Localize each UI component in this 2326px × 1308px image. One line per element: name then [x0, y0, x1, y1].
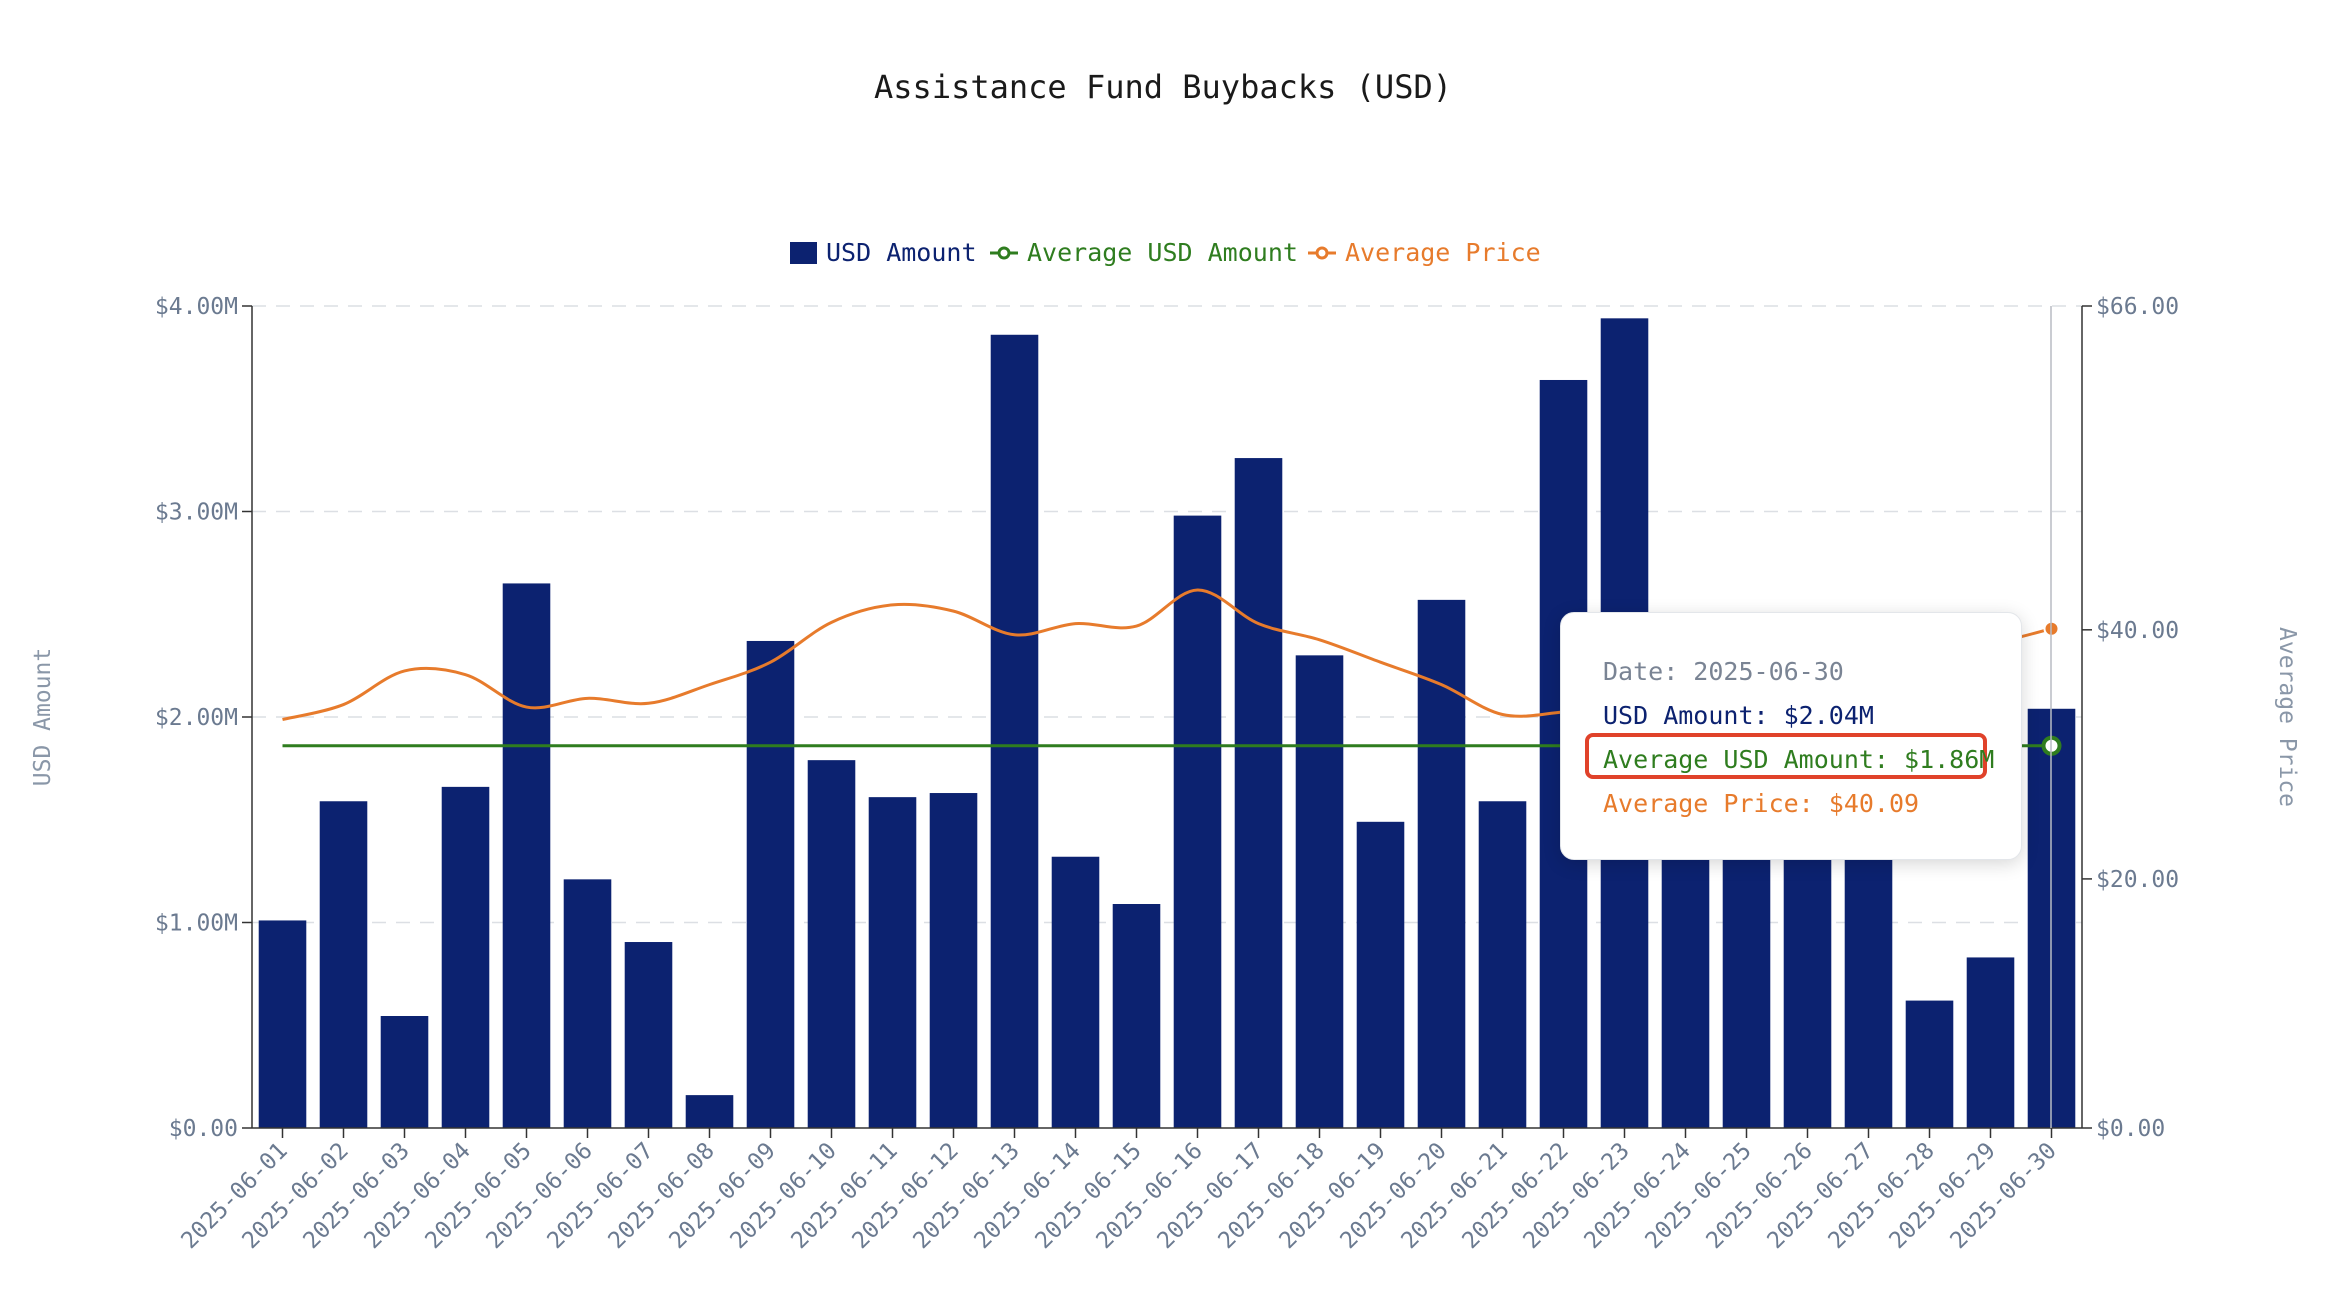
x-tick-label: 2025-06-12: [847, 1138, 963, 1254]
legend-swatch-usd-amount: [790, 242, 817, 264]
x-tick-label: 2025-06-03: [298, 1138, 414, 1254]
legend-item-usd-amount[interactable]: USD Amount: [790, 238, 977, 267]
bar-usd-amount[interactable]: [563, 879, 612, 1128]
y-tick-label: $0.00: [169, 1116, 238, 1142]
bar-usd-amount[interactable]: [1295, 655, 1344, 1128]
x-tick-label: 2025-06-16: [1091, 1138, 1207, 1254]
legend-marker-average-usd-amount: [997, 246, 1011, 260]
x-tick-label: 2025-06-11: [786, 1138, 902, 1254]
bar-usd-amount[interactable]: [1417, 599, 1466, 1128]
bar-usd-amount[interactable]: [1112, 904, 1161, 1128]
legend-label-average-usd-amount: Average USD Amount: [1027, 238, 1298, 267]
x-tick-label: 2025-06-26: [1701, 1138, 1817, 1254]
tooltip-average-usd-amount: Average USD Amount: $1.86M: [1603, 745, 1995, 774]
x-axis-ticks: 2025-06-012025-06-022025-06-032025-06-04…: [176, 1127, 2082, 1254]
bar-usd-amount[interactable]: [1966, 957, 2015, 1128]
y2-axis-ticks: $0.00 $20.00 $40.00 $66.00: [2082, 294, 2179, 1142]
chart-title: Assistance Fund Buybacks (USD): [874, 68, 1452, 106]
tooltip-date: Date: 2025-06-30: [1603, 657, 1844, 686]
y2-tick-label: $66.00: [2096, 294, 2179, 320]
x-tick-label: 2025-06-20: [1335, 1138, 1451, 1254]
x-tick-label: 2025-06-19: [1274, 1138, 1390, 1254]
y2-tick-label: $20.00: [2096, 867, 2179, 893]
bar-usd-amount[interactable]: [380, 1016, 429, 1128]
x-tick-label: 2025-06-25: [1640, 1138, 1756, 1254]
x-tick-label: 2025-06-06: [481, 1138, 597, 1254]
x-tick-label: 2025-06-23: [1518, 1138, 1634, 1254]
legend-item-average-price[interactable]: Average Price: [1308, 238, 1541, 267]
x-tick-label: 2025-06-10: [725, 1138, 841, 1254]
x-tick-label: 2025-06-08: [603, 1138, 719, 1254]
y2-tick-label: $40.00: [2096, 618, 2179, 644]
y-tick-label: $3.00M: [155, 500, 238, 526]
y-tick-label: $1.00M: [155, 911, 238, 937]
x-tick-label: 2025-06-07: [542, 1138, 658, 1254]
y-axis-ticks: $0.00 $1.00M $2.00M $3.00M $4.00M: [155, 294, 252, 1142]
x-tick-label: 2025-06-13: [908, 1138, 1024, 1254]
bar-usd-amount[interactable]: [868, 797, 917, 1128]
bar-usd-amount[interactable]: [258, 920, 307, 1128]
tooltip-average-price: Average Price: $40.09: [1603, 789, 1920, 818]
x-tick-label: 2025-06-02: [237, 1138, 353, 1254]
bar-usd-amount[interactable]: [929, 793, 978, 1128]
legend-marker-average-price: [1315, 246, 1329, 260]
bar-usd-amount[interactable]: [1051, 856, 1100, 1128]
chart-tooltip: Date: 2025-06-30 USD Amount: $2.04M Aver…: [1560, 612, 2022, 860]
bar-usd-amount[interactable]: [441, 786, 490, 1128]
bar-usd-amount[interactable]: [807, 760, 856, 1128]
legend-label-usd-amount: USD Amount: [826, 238, 977, 267]
legend: USD Amount Average USD Amount Average Pr…: [790, 238, 1541, 267]
y-tick-label: $2.00M: [155, 705, 238, 731]
x-tick-label: 2025-06-18: [1213, 1138, 1329, 1254]
x-tick-label: 2025-06-29: [1884, 1138, 2000, 1254]
bar-usd-amount[interactable]: [746, 640, 795, 1128]
x-tick-label: 2025-06-28: [1823, 1138, 1939, 1254]
y-axis-title: USD Amount: [30, 648, 56, 786]
x-tick-label: 2025-06-30: [1945, 1138, 2061, 1254]
x-tick-label: 2025-06-05: [420, 1138, 536, 1254]
bar-usd-amount[interactable]: [502, 583, 551, 1128]
x-tick-label: 2025-06-09: [664, 1138, 780, 1254]
bar-usd-amount[interactable]: [1173, 515, 1222, 1128]
bar-usd-amount[interactable]: [1356, 821, 1405, 1128]
bar-usd-amount[interactable]: [319, 801, 368, 1128]
y2-tick-label: $0.00: [2096, 1116, 2165, 1142]
y-tick-label: $4.00M: [155, 294, 238, 320]
bar-usd-amount[interactable]: [624, 942, 673, 1128]
bar-usd-amount[interactable]: [1478, 801, 1527, 1128]
x-tick-label: 2025-06-21: [1396, 1138, 1512, 1254]
legend-item-average-usd-amount[interactable]: Average USD Amount: [990, 238, 1298, 267]
bar-usd-amount[interactable]: [685, 1095, 734, 1128]
x-tick-label: 2025-06-22: [1457, 1138, 1573, 1254]
bar-usd-amount[interactable]: [1905, 1000, 1954, 1128]
tooltip-usd-amount: USD Amount: $2.04M: [1603, 701, 1874, 730]
x-tick-label: 2025-06-15: [1030, 1138, 1146, 1254]
bar-usd-amount[interactable]: [1234, 458, 1283, 1128]
legend-label-average-price: Average Price: [1345, 238, 1541, 267]
x-tick-label: 2025-06-24: [1579, 1138, 1695, 1254]
x-tick-label: 2025-06-17: [1152, 1138, 1268, 1254]
y2-axis-title: Average Price: [2274, 627, 2300, 807]
tooltip-highlight-box: [1585, 733, 1987, 779]
x-tick-label: 2025-06-27: [1762, 1138, 1878, 1254]
bar-usd-amount[interactable]: [990, 334, 1039, 1128]
x-tick-label: 2025-06-14: [969, 1138, 1085, 1254]
x-tick-label: 2025-06-04: [359, 1138, 475, 1254]
x-tick-label: 2025-06-01: [176, 1138, 292, 1254]
